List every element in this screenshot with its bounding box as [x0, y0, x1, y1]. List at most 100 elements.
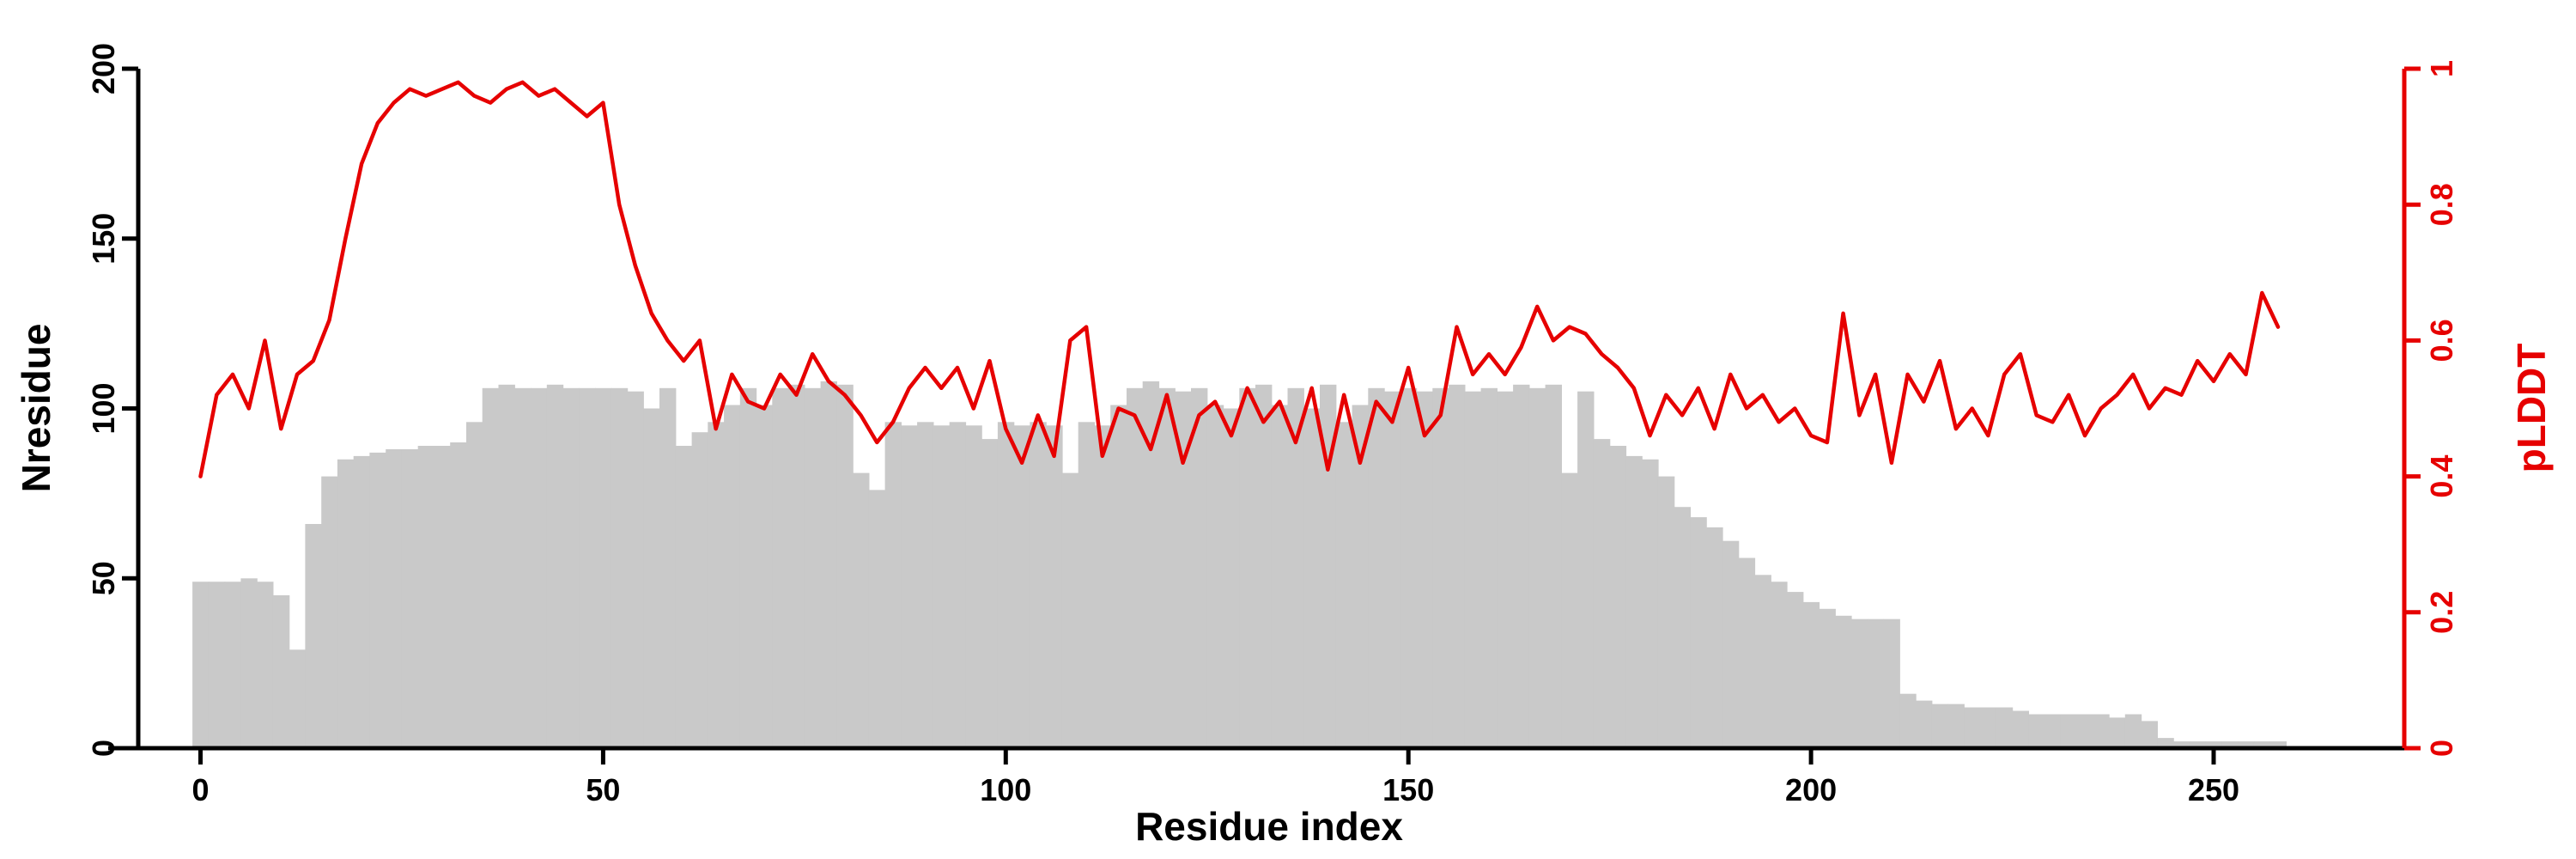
right-tick-label: 0.8	[2424, 183, 2459, 226]
bar	[820, 381, 837, 748]
bar	[627, 391, 644, 748]
bar	[901, 425, 918, 748]
bar	[450, 442, 467, 748]
bar	[1899, 693, 1917, 748]
bar	[788, 384, 805, 748]
bar	[417, 446, 435, 748]
bar	[675, 446, 693, 748]
bar	[1046, 425, 1063, 748]
bar	[2238, 741, 2255, 748]
bar	[192, 582, 210, 748]
bar	[2253, 741, 2271, 748]
bar	[1127, 387, 1144, 748]
bar	[2173, 741, 2190, 748]
bar	[1223, 408, 1240, 748]
bar	[2012, 710, 2029, 748]
axes: 0 50 100 150 200 250 0 50 100 150 200 0 0.2 0.4 0.6 0.8…	[86, 43, 2459, 807]
bar	[997, 422, 1015, 748]
bar	[1851, 618, 1868, 748]
bar	[546, 384, 564, 748]
x-tick-label: 250	[2188, 772, 2239, 807]
bar	[804, 387, 822, 748]
bar	[466, 422, 483, 748]
left-tick-label: 50	[86, 561, 121, 595]
bar	[739, 387, 757, 748]
bar	[2189, 741, 2207, 748]
bar	[1545, 384, 1562, 748]
bar	[1416, 391, 1433, 748]
bar	[1947, 704, 1965, 748]
x-tick-label: 150	[1382, 772, 1434, 807]
bar	[482, 387, 500, 748]
bar	[1561, 472, 1578, 748]
bar	[836, 384, 854, 748]
bar	[1352, 405, 1369, 748]
bar	[1642, 459, 1659, 748]
bar	[257, 582, 274, 748]
bar	[1191, 387, 1208, 748]
bar	[1271, 405, 1289, 748]
bar	[1609, 446, 1627, 748]
bar	[1175, 391, 1192, 748]
bar	[1577, 391, 1595, 748]
bar	[2269, 741, 2287, 748]
bar	[1593, 439, 1611, 748]
bar	[2044, 714, 2062, 748]
bar	[1964, 707, 1981, 748]
bar	[659, 387, 677, 748]
bar	[1303, 408, 1321, 748]
right-tick-label: 0	[2424, 740, 2459, 757]
bar	[1819, 608, 1836, 748]
bar	[1449, 384, 1466, 748]
right-tick-label: 1	[2424, 60, 2459, 77]
bar	[514, 387, 532, 748]
right-tick-label: 0.4	[2424, 455, 2459, 498]
bar	[595, 387, 612, 748]
bar	[224, 582, 241, 748]
bar	[1480, 387, 1498, 748]
bar	[1239, 387, 1256, 748]
bar	[1996, 707, 2014, 748]
plddt-line	[198, 80, 2281, 478]
left-axis-title: Nresidue	[14, 324, 58, 493]
bar	[1206, 405, 1224, 748]
bar	[1320, 384, 1337, 748]
bar	[1883, 618, 1900, 748]
bar	[1931, 704, 1949, 748]
bar	[1657, 476, 1675, 748]
bar	[1400, 387, 1418, 748]
bar	[353, 455, 371, 748]
bar	[1094, 425, 1111, 748]
bar	[1013, 425, 1031, 748]
bar	[2109, 717, 2126, 748]
bar	[1497, 391, 1514, 748]
bar	[756, 405, 773, 748]
bar	[1835, 615, 1852, 748]
x-tick-label: 100	[980, 772, 1031, 807]
bar	[337, 459, 355, 748]
bar	[1980, 707, 1997, 748]
bar	[1287, 387, 1304, 748]
x-axis-title: Residue index	[1135, 804, 1403, 849]
right-tick-label: 0.6	[2424, 319, 2459, 362]
bar	[691, 432, 708, 748]
bar	[498, 384, 515, 748]
bar	[531, 387, 548, 748]
bar	[2028, 714, 2045, 748]
bar	[1674, 507, 1692, 748]
bar	[272, 595, 290, 748]
bar	[611, 387, 629, 748]
bar	[708, 422, 725, 748]
bar	[1513, 384, 1530, 748]
bar	[917, 422, 934, 748]
bar	[1368, 387, 1385, 748]
bar	[1528, 387, 1546, 748]
bar	[853, 472, 870, 748]
left-tick-label: 200	[86, 43, 121, 94]
bar	[2157, 738, 2174, 748]
bar	[289, 649, 307, 748]
bar	[2221, 741, 2239, 748]
bar	[1078, 422, 1096, 748]
bar	[2093, 714, 2110, 748]
